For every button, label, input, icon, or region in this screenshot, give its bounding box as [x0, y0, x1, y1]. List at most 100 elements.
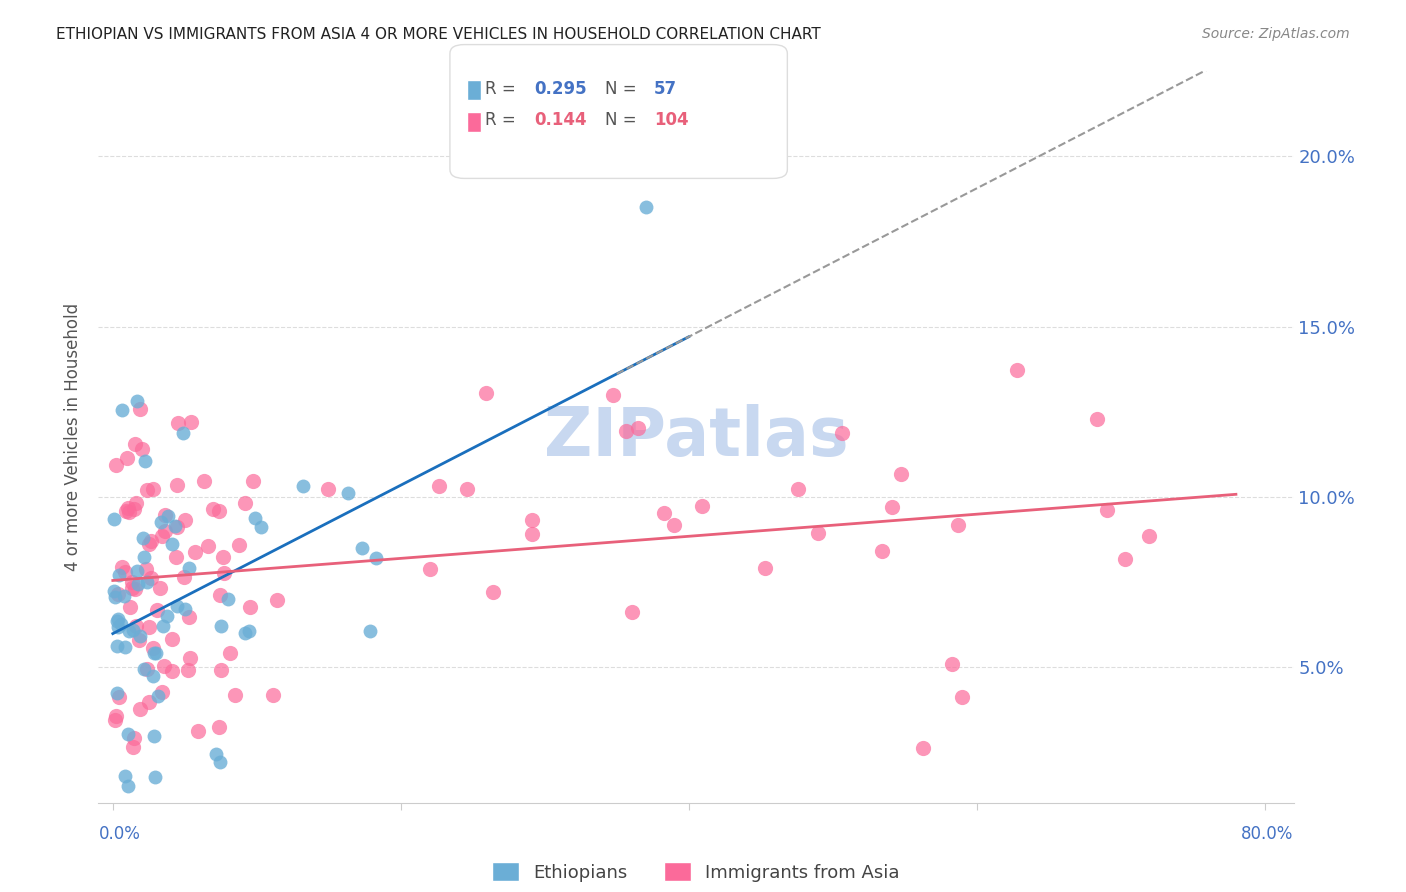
Point — [482, 585, 505, 599]
Point — [627, 421, 650, 435]
Point — [136, 663, 159, 677]
Point — [114, 504, 136, 518]
Point — [153, 659, 176, 673]
Point — [208, 720, 231, 734]
Point — [125, 618, 148, 632]
Point — [807, 525, 830, 540]
Point — [118, 505, 141, 519]
Point — [117, 779, 139, 793]
Point — [1095, 503, 1118, 517]
Point — [177, 610, 200, 624]
Point — [138, 537, 160, 551]
Point — [143, 770, 166, 784]
Point — [150, 685, 173, 699]
Point — [104, 590, 127, 604]
Point — [176, 663, 198, 677]
Point — [690, 499, 713, 513]
Text: N =: N = — [605, 80, 641, 98]
Point — [143, 729, 166, 743]
Text: 0.144: 0.144 — [534, 112, 586, 129]
Point — [135, 483, 157, 497]
Point — [129, 702, 152, 716]
Point — [124, 501, 146, 516]
Point — [180, 415, 202, 429]
Point — [155, 524, 177, 539]
Point — [209, 588, 232, 602]
Point — [262, 688, 284, 702]
Point — [179, 651, 201, 665]
Point — [602, 388, 624, 402]
Point — [173, 513, 195, 527]
Point — [114, 640, 136, 655]
Point — [350, 541, 373, 555]
Point — [209, 663, 232, 677]
Point — [243, 511, 266, 525]
Text: N =: N = — [605, 112, 641, 129]
Point — [142, 646, 165, 660]
Point — [127, 394, 149, 409]
Point — [152, 619, 174, 633]
Point — [160, 664, 183, 678]
Point — [121, 740, 143, 755]
Point — [117, 726, 139, 740]
Point — [148, 689, 170, 703]
Point — [193, 474, 215, 488]
Point — [165, 549, 187, 564]
Point — [233, 496, 256, 510]
Point — [135, 575, 157, 590]
Point — [173, 569, 195, 583]
Point — [105, 614, 128, 628]
Point — [316, 483, 339, 497]
Point — [134, 454, 156, 468]
Point — [249, 520, 271, 534]
Point — [153, 508, 176, 522]
Point — [1114, 552, 1136, 566]
Point — [128, 633, 150, 648]
Point — [620, 605, 643, 619]
Point — [174, 602, 197, 616]
Point — [111, 403, 134, 417]
Point — [166, 520, 188, 534]
Text: ZIPatlas: ZIPatlas — [544, 404, 848, 470]
Point — [520, 527, 543, 541]
Point — [177, 561, 200, 575]
Point — [142, 640, 165, 655]
Point — [104, 713, 127, 727]
Point — [117, 500, 139, 515]
Point — [634, 201, 657, 215]
Point — [187, 724, 209, 739]
Point — [652, 506, 675, 520]
Point — [139, 534, 162, 549]
Point — [183, 545, 205, 559]
Point — [124, 582, 146, 597]
Point — [336, 486, 359, 500]
Point — [145, 647, 167, 661]
Point — [1137, 529, 1160, 543]
Point — [614, 424, 637, 438]
Point — [950, 690, 973, 704]
Point — [157, 509, 180, 524]
Point — [266, 593, 288, 607]
Point — [141, 669, 163, 683]
Point — [120, 600, 142, 615]
Point — [110, 616, 132, 631]
Point — [138, 620, 160, 634]
Point — [114, 769, 136, 783]
Point — [135, 562, 157, 576]
Point — [173, 426, 195, 441]
Point — [212, 566, 235, 581]
Point — [211, 549, 233, 564]
Point — [209, 755, 232, 769]
Point — [108, 690, 131, 705]
Point — [233, 626, 256, 640]
Point — [359, 624, 381, 639]
Point — [209, 619, 232, 633]
Point — [163, 519, 186, 533]
Point — [121, 582, 143, 596]
Point — [475, 386, 498, 401]
Point — [111, 560, 134, 574]
Point — [141, 571, 163, 585]
Point — [149, 582, 172, 596]
Text: 80.0%: 80.0% — [1241, 825, 1294, 843]
Point — [941, 657, 963, 671]
